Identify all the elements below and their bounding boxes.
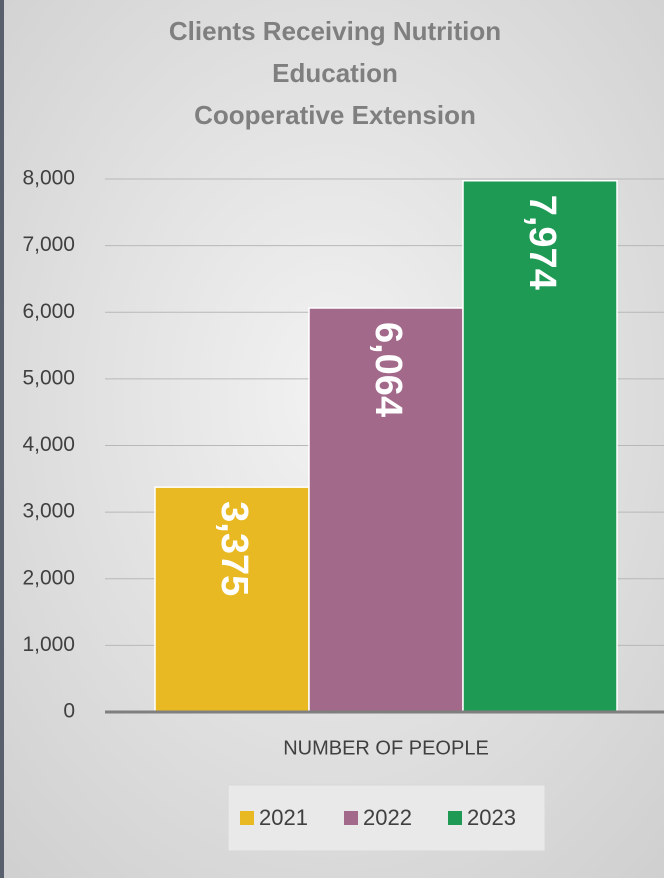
bar: [308, 307, 464, 713]
bar: [462, 179, 618, 713]
value-label: 3,375: [213, 501, 255, 596]
y-tick-label: 0: [63, 700, 75, 723]
value-label: 6,064: [367, 322, 409, 417]
left-edge: [0, 0, 4, 878]
x-axis-category: NUMBER OF PEOPLE: [283, 737, 489, 759]
y-tick-label: 4,000: [22, 433, 75, 456]
chart-title: Clients Receiving Nutrition: [169, 16, 501, 46]
y-tick-label: 8,000: [22, 167, 75, 190]
legend-label: 2021: [259, 805, 308, 830]
y-tick-label: 1,000: [22, 633, 75, 656]
bar: [154, 486, 310, 713]
y-tick-label: 2,000: [22, 566, 75, 589]
legend-swatch: [240, 811, 254, 825]
y-tick-label: 5,000: [22, 366, 75, 389]
y-tick-label: 7,000: [22, 233, 75, 256]
chart-title: Education: [272, 58, 398, 88]
chart-title: Cooperative Extension: [194, 100, 476, 130]
legend-label: 2022: [363, 805, 412, 830]
y-tick-label: 6,000: [22, 300, 75, 323]
legend-label: 2023: [467, 805, 516, 830]
legend-swatch: [448, 811, 462, 825]
legend-swatch: [344, 811, 358, 825]
value-label: 7,974: [521, 195, 563, 290]
legend-box: [227, 784, 546, 852]
y-tick-label: 3,000: [22, 500, 75, 523]
